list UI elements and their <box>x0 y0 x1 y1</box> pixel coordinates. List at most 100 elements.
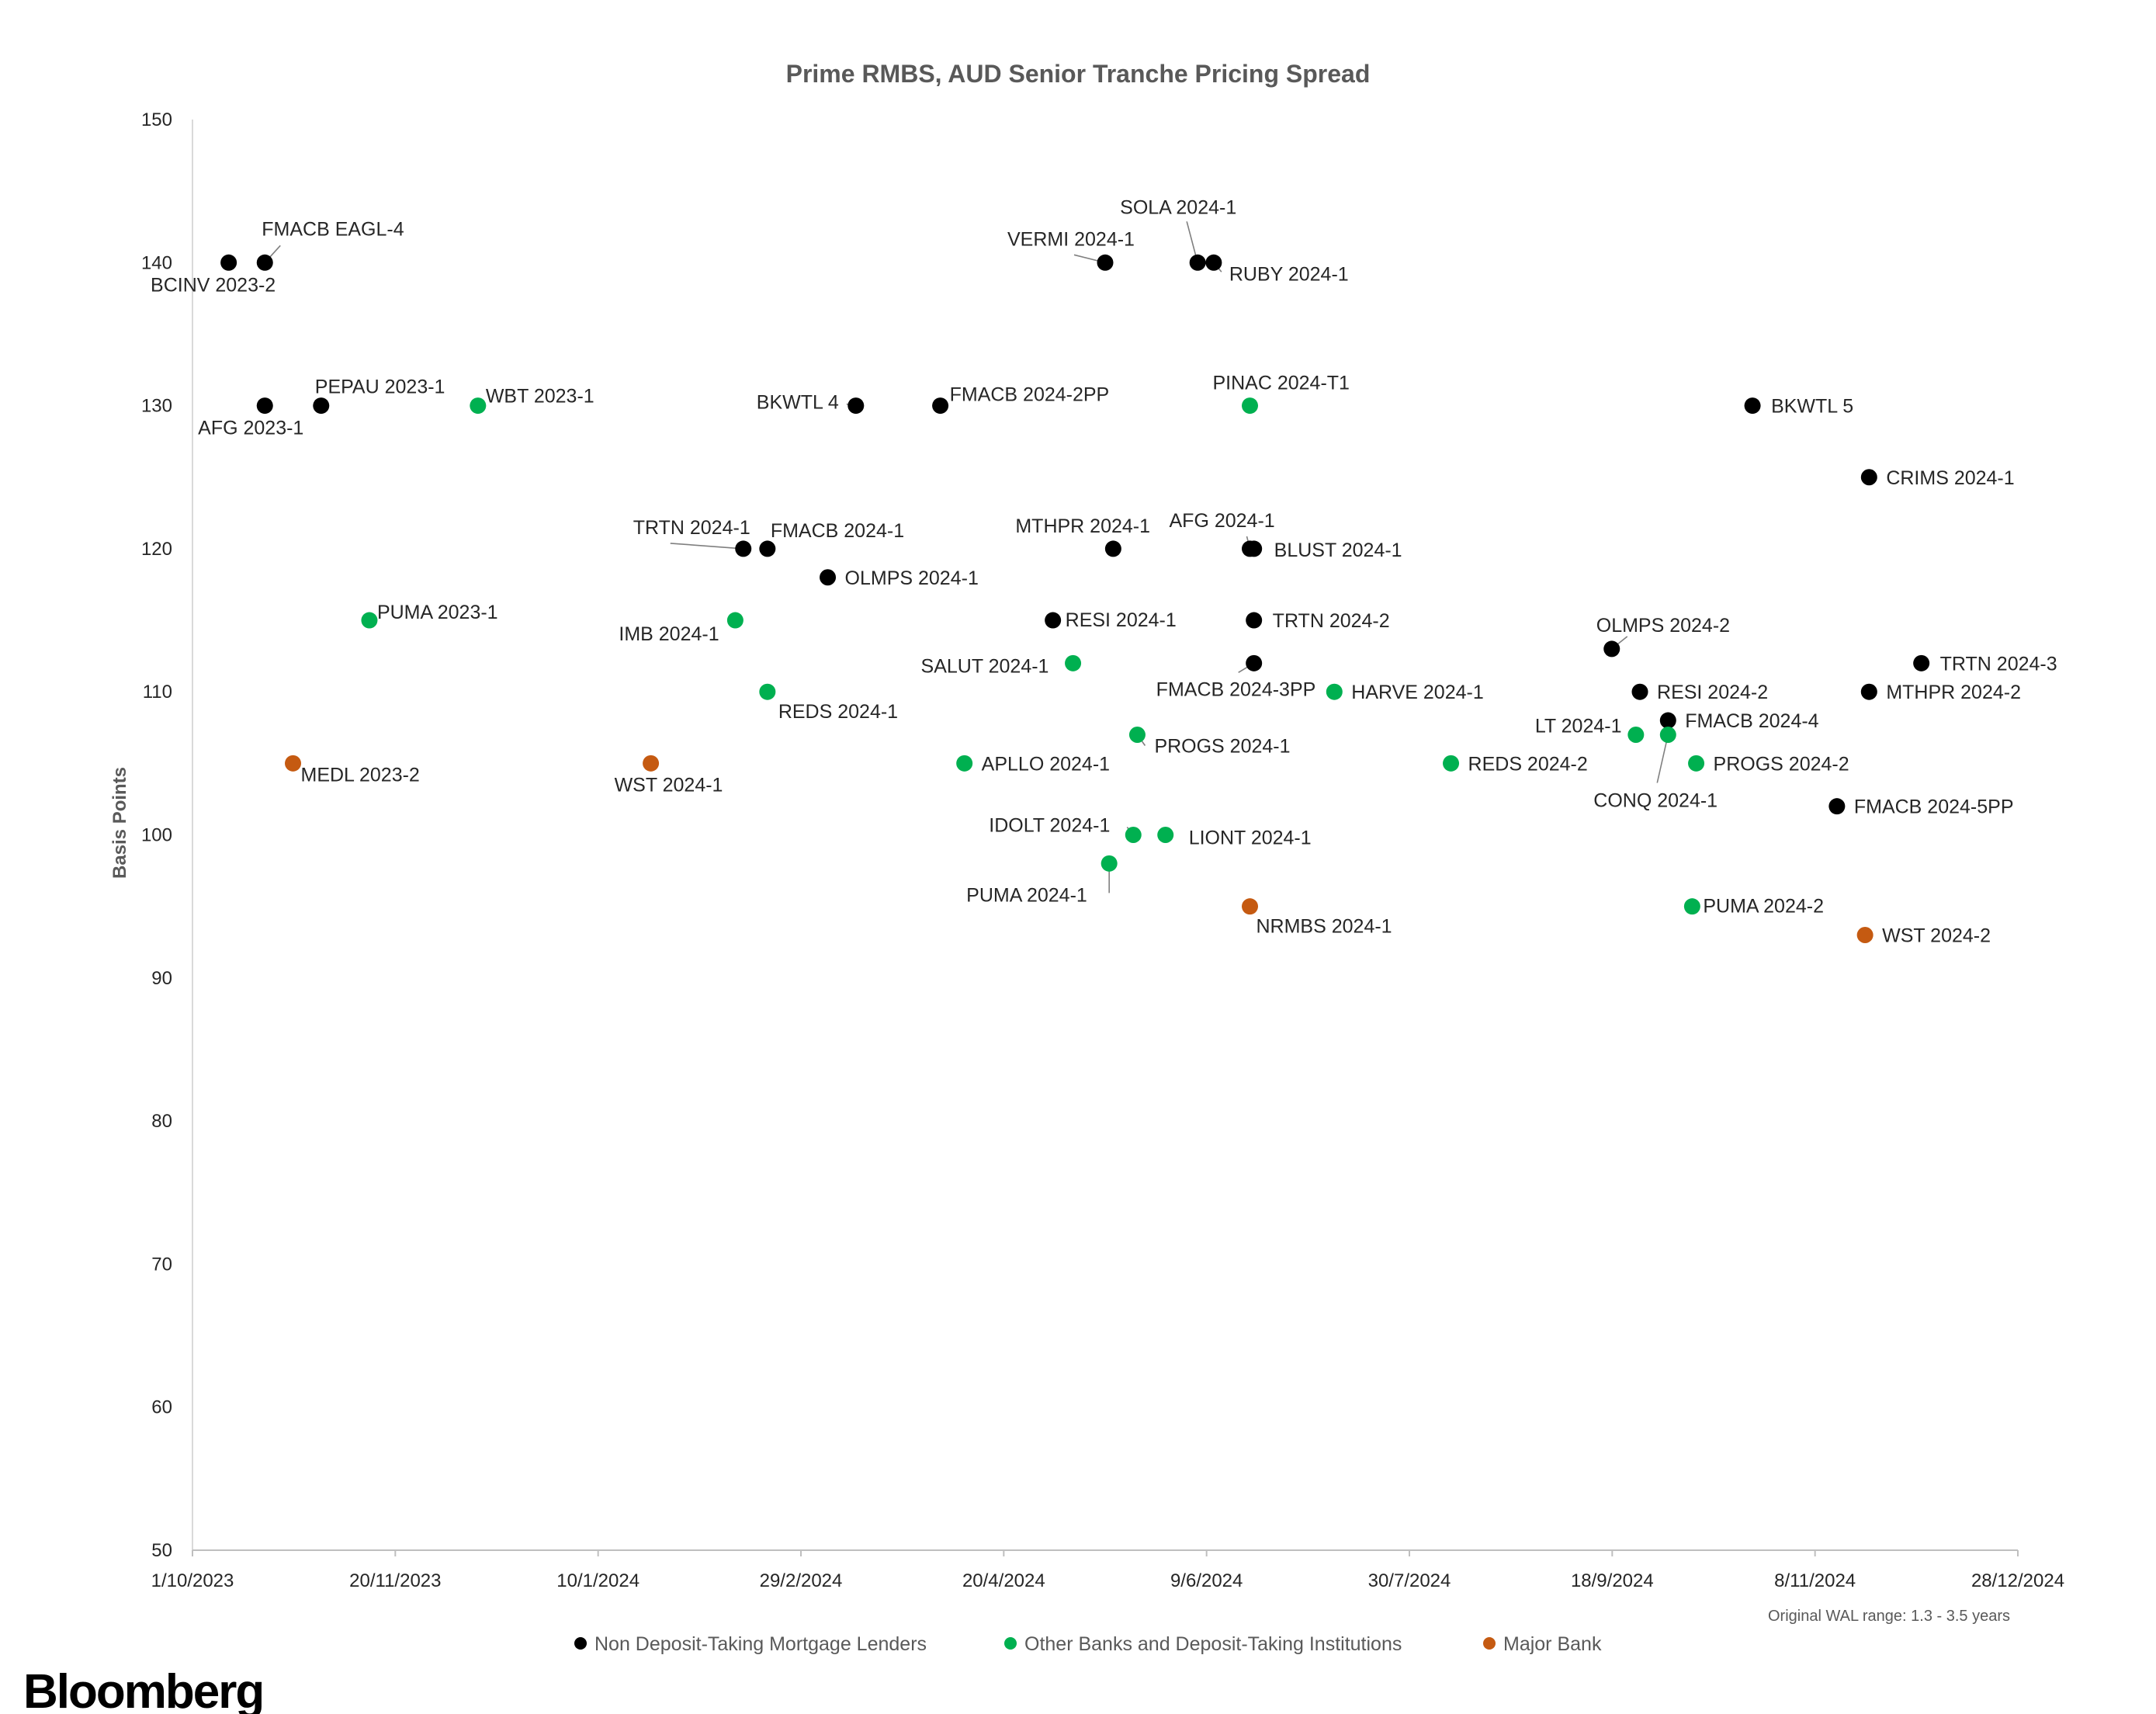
label-pepau-2023-1: PEPAU 2023-1 <box>315 376 445 398</box>
point-bcinv-2023-2 <box>220 254 237 271</box>
point-progs-2024-2 <box>1688 755 1705 772</box>
point-reds-2024-2 <box>1443 755 1460 772</box>
y-tick-label: 90 <box>151 968 172 989</box>
point-conq-2024-1 <box>1659 726 1676 743</box>
point-liont-2024-1 <box>1157 827 1174 843</box>
label-olmps-2024-2: OLMPS 2024-2 <box>1596 615 1730 637</box>
label-resi-2024-1: RESI 2024-1 <box>1066 609 1177 631</box>
label-reds-2024-2: REDS 2024-2 <box>1468 753 1588 775</box>
point-fmacb-2024-5pp <box>1828 798 1846 815</box>
label-lt-2024-1: LT 2024-1 <box>1535 715 1622 737</box>
label-sola-2024-1: SOLA 2024-1 <box>1120 196 1236 218</box>
legend-label: Other Banks and Deposit-Taking Instituti… <box>1024 1633 1402 1655</box>
label-blust-2024-1: BLUST 2024-1 <box>1274 540 1402 561</box>
point-puma-2024-1 <box>1101 855 1118 872</box>
y-axis-title: Basis Points <box>109 767 130 879</box>
y-tick-label: 50 <box>151 1540 172 1561</box>
x-tick-label: 1/10/2023 <box>151 1570 234 1591</box>
point-olmps-2024-1 <box>820 569 837 586</box>
x-tick-label: 20/4/2024 <box>962 1570 1045 1591</box>
label-fmacb-2024-1: FMACB 2024-1 <box>771 520 904 542</box>
point-fmacb-eagl-4 <box>256 254 273 271</box>
x-tick-label: 29/2/2024 <box>760 1570 843 1591</box>
y-tick-label: 60 <box>151 1397 172 1418</box>
point-sola-2024-1 <box>1189 254 1206 271</box>
leader-lines <box>264 221 1669 893</box>
label-bkwtl-5: BKWTL 5 <box>1771 396 1853 418</box>
legend-label: Major Bank <box>1503 1633 1602 1655</box>
label-fmacb-2024-4: FMACB 2024-4 <box>1685 710 1818 732</box>
label-fmacb-2024-3pp: FMACB 2024-3PP <box>1156 678 1316 700</box>
x-tick-label: 30/7/2024 <box>1368 1570 1451 1591</box>
label-afg-2024-1: AFG 2024-1 <box>1170 510 1275 532</box>
point-fmacb-2024-1 <box>759 540 776 557</box>
y-tick-label: 130 <box>141 396 172 417</box>
label-resi-2024-2: RESI 2024-2 <box>1657 682 1768 703</box>
x-tick-label: 20/11/2023 <box>349 1570 441 1591</box>
label-crims-2024-1: CRIMS 2024-1 <box>1886 467 2014 489</box>
label-puma-2023-1: PUMA 2023-1 <box>377 602 498 623</box>
point-resi-2024-2 <box>1631 683 1648 700</box>
y-tick-label: 110 <box>143 682 172 703</box>
label-apllo-2024-1: APLLO 2024-1 <box>982 753 1110 775</box>
point-olmps-2024-2 <box>1603 640 1620 657</box>
x-tick-label: 9/6/2024 <box>1170 1570 1243 1591</box>
legend-label: Non Deposit-Taking Mortgage Lenders <box>594 1633 927 1655</box>
y-tick-label: 70 <box>151 1254 172 1275</box>
point-resi-2024-1 <box>1045 612 1062 629</box>
label-progs-2024-2: PROGS 2024-2 <box>1714 753 1849 775</box>
point-harve-2024-1 <box>1326 683 1343 700</box>
legend-marker <box>574 1637 587 1650</box>
label-wbt-2023-1: WBT 2023-1 <box>486 386 594 408</box>
label-salut-2024-1: SALUT 2024-1 <box>921 655 1049 677</box>
label-idolt-2024-1: IDOLT 2024-1 <box>989 815 1110 837</box>
label-trtn-2024-2: TRTN 2024-2 <box>1273 610 1390 632</box>
label-fmacb-2024-2pp: FMACB 2024-2PP <box>950 384 1110 406</box>
legend: Non Deposit-Taking Mortgage Lenders Other… <box>574 1633 1602 1655</box>
point-wst-2024-1 <box>643 755 660 772</box>
label-fmacb-2024-5pp: FMACB 2024-5PP <box>1854 796 2014 818</box>
label-mthpr-2024-2: MTHPR 2024-2 <box>1886 682 2021 703</box>
point-wst-2024-2 <box>1856 927 1874 944</box>
point-trtn-2024-2 <box>1246 612 1263 629</box>
label-wst-2024-1: WST 2024-1 <box>615 774 723 796</box>
point-imb-2024-1 <box>726 612 744 629</box>
point-medl-2023-2 <box>285 755 302 772</box>
point-reds-2024-1 <box>759 683 776 700</box>
x-tick-label: 18/9/2024 <box>1571 1570 1654 1591</box>
label-progs-2024-1: PROGS 2024-1 <box>1154 735 1290 757</box>
label-trtn-2024-3: TRTN 2024-3 <box>1940 653 2057 675</box>
point-progs-2024-1 <box>1128 726 1146 743</box>
leader-trtn-2024-1 <box>670 543 744 550</box>
axes: 50 60 70 80 90 100 110 120 130 140 150 1/10/2023 20/… <box>141 109 2064 1591</box>
label-puma-2024-2: PUMA 2024-2 <box>1703 896 1824 918</box>
x-tick-label: 8/11/2024 <box>1774 1570 1856 1591</box>
label-vermi-2024-1: VERMI 2024-1 <box>1007 228 1135 250</box>
point-puma-2024-2 <box>1683 898 1700 915</box>
point-fmacb-2024-2pp <box>932 397 949 415</box>
point-mthpr-2024-1 <box>1104 540 1121 557</box>
point-wbt-2023-1 <box>470 397 487 415</box>
y-tick-label: 120 <box>141 539 172 560</box>
point-idolt-2024-1 <box>1125 827 1142 843</box>
point-salut-2024-1 <box>1065 654 1082 671</box>
point-trtn-2024-1 <box>735 540 752 557</box>
point-pinac-2024-t1 <box>1242 397 1259 415</box>
point-vermi-2024-1 <box>1097 254 1114 271</box>
point-lt-2024-1 <box>1627 726 1645 743</box>
point-trtn-2024-3 <box>1913 654 1930 671</box>
x-tick-label: 10/1/2024 <box>556 1570 640 1591</box>
point-fmacb-2024-4 <box>1659 712 1676 729</box>
y-tick-label: 100 <box>141 825 172 846</box>
point-crims-2024-1 <box>1860 469 1877 486</box>
data-points <box>220 254 1930 944</box>
label-liont-2024-1: LIONT 2024-1 <box>1189 828 1312 849</box>
label-olmps-2024-1: OLMPS 2024-1 <box>845 567 979 589</box>
legend-marker <box>1004 1637 1017 1650</box>
legend-marker <box>1483 1637 1496 1650</box>
data-labels: BCINV 2023-2 FMACB EAGL-4 AFG 2023-1 PEPAU … <box>151 196 2057 946</box>
label-bkwtl-4: BKWTL 4 <box>757 392 839 414</box>
point-fmacb-2024-3pp <box>1246 654 1263 671</box>
label-fmacb-eagl-4: FMACB EAGL-4 <box>262 218 404 240</box>
